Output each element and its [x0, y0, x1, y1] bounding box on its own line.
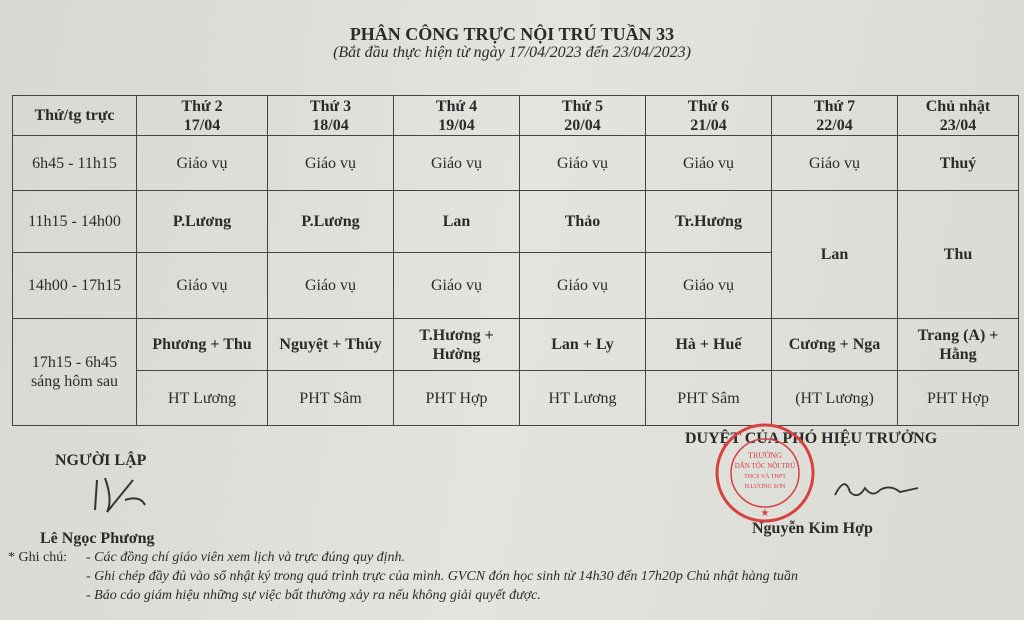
day-header: Thứ 2 17/04	[136, 95, 268, 136]
day-header: Thứ 3 18/04	[267, 95, 394, 136]
cell: HT Lương	[519, 370, 646, 426]
slot-label: 11h15 - 14h00	[12, 190, 137, 253]
svg-text:DÂN TỘC NỘI TRÚ: DÂN TỘC NỘI TRÚ	[735, 462, 796, 470]
svg-text:THCS VÀ THPT: THCS VÀ THPT	[744, 472, 786, 480]
cell: Giáo vụ	[519, 135, 646, 191]
cell: PHT Hợp	[393, 370, 520, 426]
cell: T.Hương + Hường	[393, 318, 520, 371]
slot-label: 17h15 - 6h45 sáng hôm sau	[12, 318, 137, 426]
cell: PHT Sâm	[645, 370, 772, 426]
cell: (HT Lương)	[771, 370, 898, 426]
cell: Giáo vụ	[519, 252, 646, 319]
cell: Giáo vụ	[645, 252, 772, 319]
slot-label: 6h45 - 11h15	[12, 135, 137, 191]
cell: PHT Hợp	[897, 370, 1019, 426]
day-header: Chủ nhật 23/04	[897, 95, 1019, 136]
approver-name: Nguyễn Kim Hợp	[752, 520, 873, 537]
svg-text:TRƯỜNG: TRƯỜNG	[748, 450, 782, 460]
creator-name: Lê Ngọc Phương	[40, 530, 155, 547]
cell: Phương + Thu	[136, 318, 268, 371]
cell: Giáo vụ	[393, 135, 520, 191]
cell: P.Lương	[267, 190, 394, 253]
note-item: - Các đồng chí giáo viên xem lịch và trự…	[86, 550, 406, 565]
cell: Tr.Hương	[645, 190, 772, 253]
cell: Giáo vụ	[771, 135, 898, 191]
svg-text:★: ★	[761, 508, 770, 519]
cell: Thảo	[519, 190, 646, 253]
cell: Lan	[393, 190, 520, 253]
day-header: Thứ 4 19/04	[393, 95, 520, 136]
day-header: Thứ 5 20/04	[519, 95, 646, 136]
cell: Nguyệt + Thúy	[267, 318, 394, 371]
notes: * Ghi chú: - Các đồng chí giáo viên xem …	[8, 548, 798, 605]
cell: Giáo vụ	[393, 252, 520, 319]
cell: Giáo vụ	[267, 252, 394, 319]
day-header: Thứ 6 21/04	[645, 95, 772, 136]
cell: HT Lương	[136, 370, 268, 426]
day-header: Thứ 7 22/04	[771, 95, 898, 136]
cell: Hà + Huế	[645, 318, 772, 371]
cell: Cương + Nga	[771, 318, 898, 371]
cell: Thu	[897, 190, 1019, 319]
notes-label: * Ghi chú:	[8, 550, 68, 565]
official-stamp: TRƯỜNG DÂN TỘC NỘI TRÚ THCS VÀ THPT H.LƯ…	[715, 423, 815, 523]
cell: Giáo vụ	[267, 135, 394, 191]
cell: Giáo vụ	[136, 252, 268, 319]
cell: Thuý	[897, 135, 1019, 191]
slot-label: 14h00 - 17h15	[12, 252, 137, 319]
document-title: PHÂN CÔNG TRỰC NỘI TRÚ TUẦN 33	[349, 24, 675, 44]
cell: Lan + Ly	[519, 318, 646, 371]
svg-text:H.LƯƠNG SƠN: H.LƯƠNG SƠN	[745, 483, 786, 490]
document-subtitle: (Bắt đầu thực hiện từ ngày 17/04/2023 đế…	[333, 44, 691, 61]
cell: Giáo vụ	[136, 135, 268, 191]
note-item: - Ghi chép đầy đủ vào sổ nhật ký trong q…	[86, 569, 798, 584]
cell: Lan	[771, 190, 898, 319]
creator-label: NGƯỜI LẬP	[55, 452, 147, 469]
creator-signature	[94, 477, 146, 513]
approver-signature	[834, 483, 919, 497]
cell: Trang (A) + Hằng	[897, 318, 1019, 371]
cell: PHT Sâm	[267, 370, 394, 426]
note-item: - Báo cáo giám hiệu những sự việc bất th…	[86, 588, 541, 603]
cell: P.Lương	[136, 190, 268, 253]
cell: Giáo vụ	[645, 135, 772, 191]
corner-header: Thứ/tg trực	[12, 95, 137, 136]
